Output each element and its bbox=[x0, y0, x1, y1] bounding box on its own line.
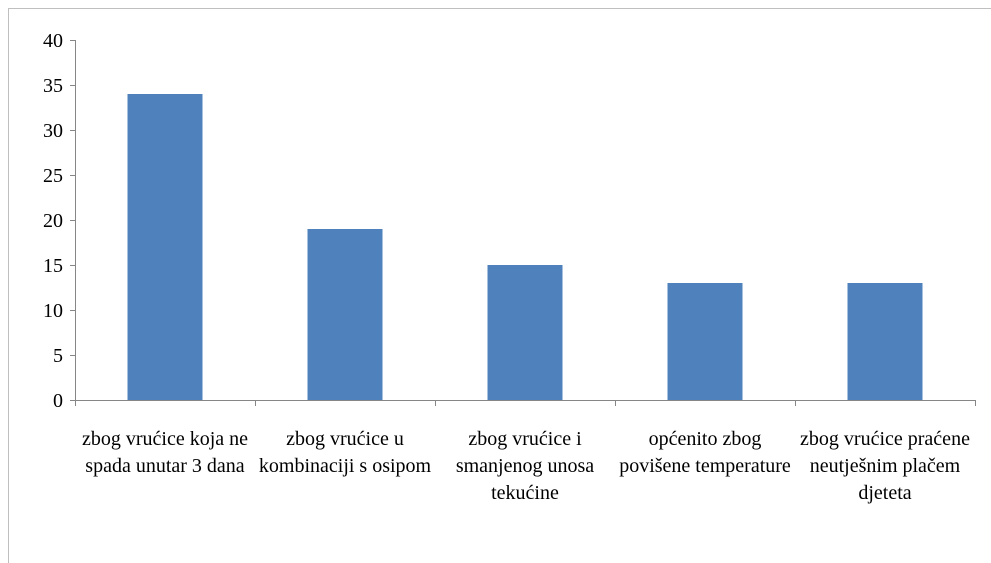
y-tick-label: 0 bbox=[53, 390, 63, 412]
y-tick-label: 35 bbox=[43, 75, 63, 97]
chart-frame bbox=[8, 8, 991, 563]
y-tick-label: 15 bbox=[43, 255, 63, 277]
y-tick-label: 30 bbox=[43, 120, 63, 142]
x-tick-label: zbog vrućice i smanjenog unosa tekućine bbox=[456, 428, 594, 504]
x-tick-label: zbog vrućice u kombinaciji s osipom bbox=[259, 428, 432, 477]
bar bbox=[127, 94, 203, 400]
y-tick-label: 20 bbox=[43, 210, 63, 232]
y-tick-label: 40 bbox=[43, 30, 63, 52]
y-tick-label: 5 bbox=[53, 345, 63, 367]
x-tick-label: općenito zbog povišene temperature bbox=[619, 428, 791, 477]
bar bbox=[487, 265, 563, 400]
y-tick-label: 10 bbox=[43, 300, 63, 322]
bar bbox=[847, 283, 923, 400]
x-tick-label: zbog vrućice praćene neutješnim plačem dje… bbox=[800, 428, 970, 504]
bar bbox=[307, 229, 383, 400]
x-tick-label: zbog vrućice koja ne spada unutar 3 dana bbox=[82, 428, 248, 477]
bar bbox=[667, 283, 743, 400]
y-tick-label: 25 bbox=[43, 165, 63, 187]
